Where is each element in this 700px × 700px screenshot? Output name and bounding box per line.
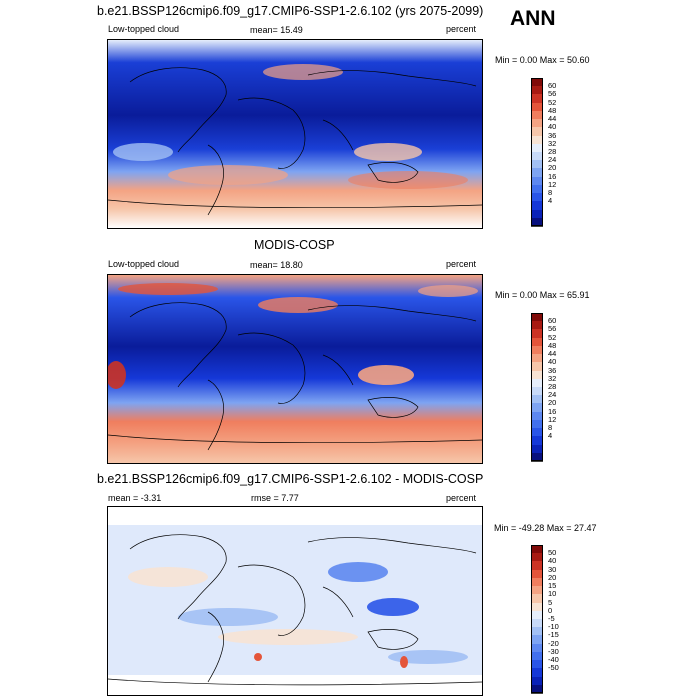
panel1-variable-label: Low-topped cloud: [108, 24, 180, 34]
colorbar-tick-label: 48: [548, 105, 557, 115]
colorbar-tick-label: 8: [548, 423, 553, 433]
panel3-mean-label: mean = -3.31: [108, 493, 162, 503]
colorbar-tick-label: 20: [548, 398, 557, 408]
colorbar-tick-label: 44: [548, 114, 557, 124]
colorbar-tick-label: 36: [548, 365, 557, 375]
colorbar-tick-label: 16: [548, 406, 557, 416]
panel3-rmse-label: rmse = 7.77: [251, 493, 299, 503]
panel3-map-field: [108, 507, 482, 695]
colorbar-swatch: [531, 684, 543, 695]
colorbar-tick-label: 20: [548, 163, 557, 173]
panel1-map: [107, 39, 483, 229]
colorbar-tick-label: 52: [548, 97, 557, 107]
panel3-minmax: Min = -49.28 Max = 27.47: [494, 523, 597, 533]
panel2-minmax: Min = 0.00 Max = 65.91: [495, 290, 590, 300]
colorbar-tick-label: 48: [548, 340, 557, 350]
colorbar-tick-label: 60: [548, 81, 557, 91]
colorbar-tick-label: -15: [548, 630, 559, 640]
colorbar-tick-label: 12: [548, 179, 557, 189]
panel1-map-field: [108, 40, 482, 228]
colorbar-tick-label: 60: [548, 316, 557, 326]
colorbar-tick-label: -5: [548, 614, 555, 623]
colorbar-tick-label: 28: [548, 147, 557, 156]
season-label: ANN: [510, 7, 556, 30]
colorbar-tick-label: 40: [548, 556, 557, 566]
colorbar-tick-label: 8: [548, 188, 553, 198]
colorbar-tick-label: 16: [548, 171, 557, 181]
colorbar-tick-label: 4: [548, 196, 553, 206]
colorbar-tick-label: -30: [548, 646, 559, 656]
panel2-mean-label: mean= 18.80: [250, 260, 303, 270]
colorbar-tick-label: 44: [548, 349, 557, 359]
colorbar-tick-label: 52: [548, 332, 557, 342]
colorbar-tick-label: -20: [548, 638, 559, 648]
panel1-minmax: Min = 0.00 Max = 50.60: [495, 55, 590, 65]
panel2-map: [107, 274, 483, 464]
colorbar-tick-label: 4: [548, 431, 553, 441]
colorbar-tick-label: 36: [548, 130, 557, 140]
panel1-mean-label: mean= 15.49: [250, 25, 303, 35]
colorbar-tick-label: 50: [548, 548, 557, 558]
panel3-units-label: percent: [446, 493, 477, 503]
colorbar-tick-label: 32: [548, 373, 557, 383]
panel2-title: MODIS-COSP: [254, 238, 335, 252]
colorbar-tick-label: 24: [548, 390, 557, 400]
colorbar-swatch: [531, 217, 543, 228]
panel3-title: b.e21.BSSP126cmip6.f09_g17.CMIP6-SSP1-2.…: [97, 472, 484, 486]
colorbar-tick-label: 56: [548, 324, 557, 334]
colorbar-tick-label: -50: [548, 663, 559, 673]
colorbar-tick-label: 24: [548, 155, 557, 165]
panel1-title: b.e21.BSSP126cmip6.f09_g17.CMIP6-SSP1-2.…: [97, 4, 484, 18]
colorbar-tick-label: 32: [548, 138, 557, 148]
colorbar-tick-label: 40: [548, 357, 557, 367]
colorbar-swatch: [531, 452, 543, 463]
panel1-units-label: percent: [446, 24, 477, 34]
panel2-variable-label: Low-topped cloud: [108, 259, 180, 269]
panel2-units-label: percent: [446, 259, 477, 269]
panel2-map-field: [108, 275, 482, 463]
colorbar-tick-label: 10: [548, 589, 557, 599]
colorbar-tick-label: 20: [548, 572, 557, 582]
colorbar-tick-label: -40: [548, 655, 559, 665]
colorbar-tick-label: 0: [548, 605, 553, 615]
colorbar-tick-label: 30: [548, 564, 557, 574]
colorbar-tick-label: 15: [548, 581, 557, 591]
colorbar-tick-label: 40: [548, 122, 557, 132]
colorbar-tick-label: 5: [548, 597, 553, 607]
colorbar-tick-label: 28: [548, 382, 557, 391]
panel3-map: [107, 506, 483, 696]
colorbar-tick-label: 12: [548, 414, 557, 424]
colorbar-tick-label: -10: [548, 622, 559, 632]
colorbar-tick-label: 56: [548, 89, 557, 99]
